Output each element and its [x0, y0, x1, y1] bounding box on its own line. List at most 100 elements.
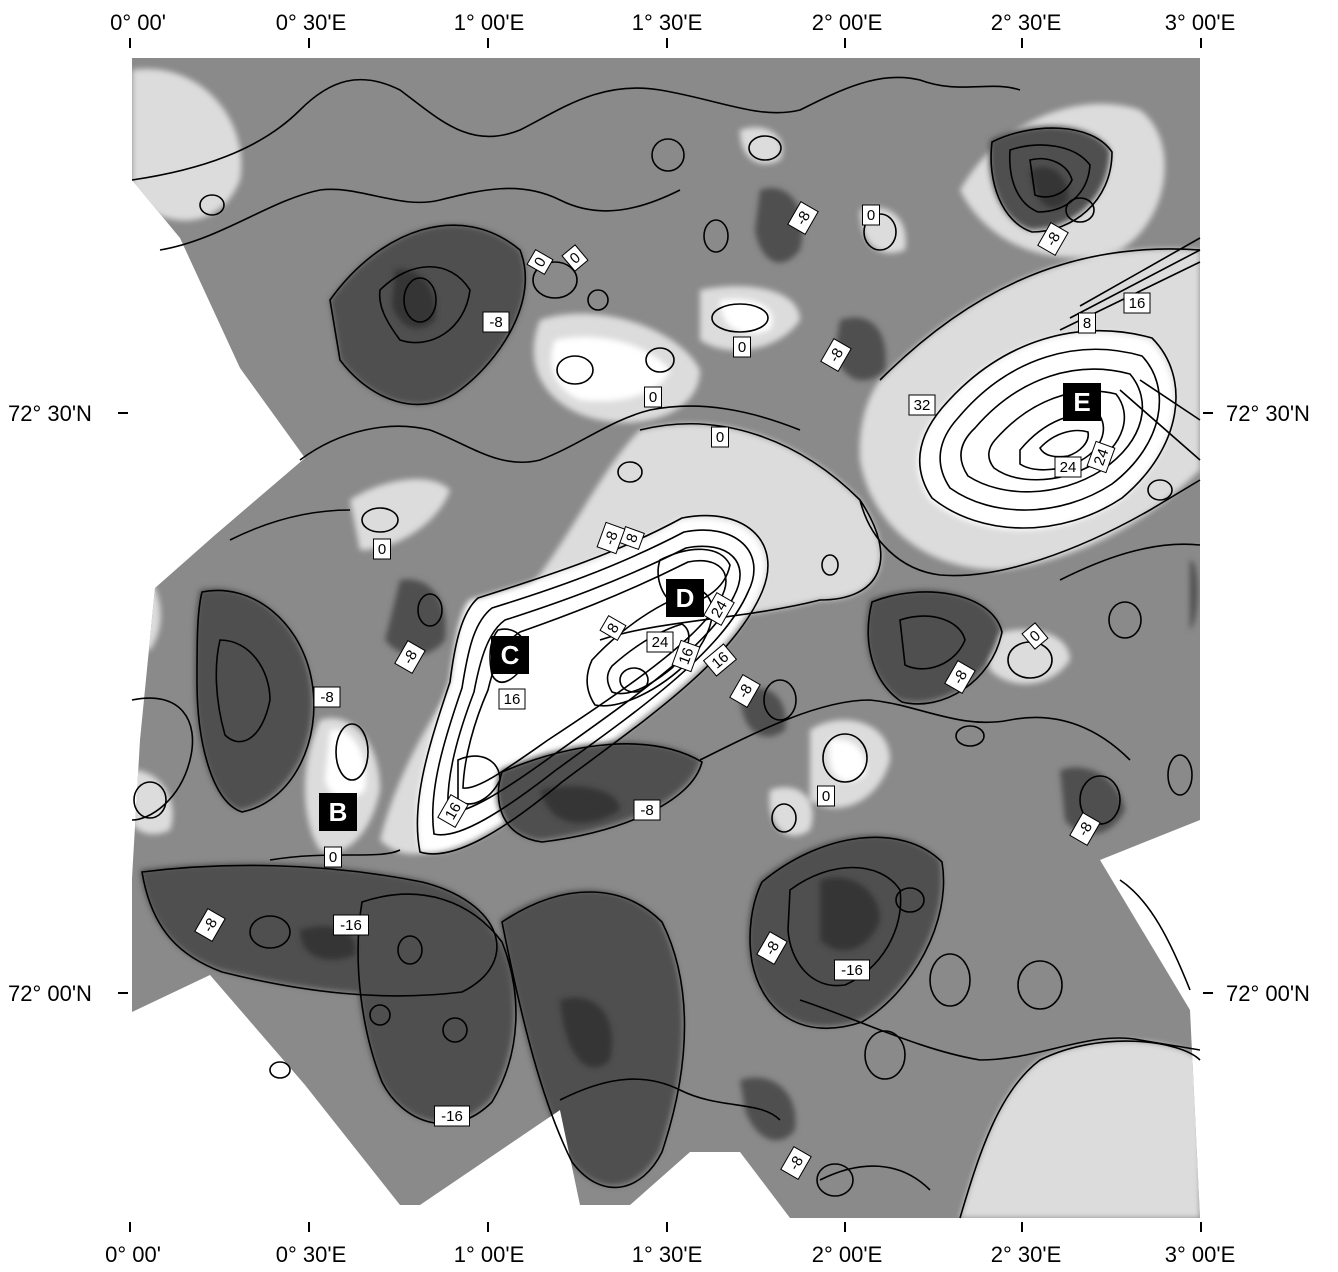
- contour-label-box: [834, 959, 870, 981]
- contour-label-box: [729, 674, 761, 708]
- contour-label: -8: [820, 338, 852, 372]
- contour-label-box: [756, 931, 788, 965]
- contour-label-box: [599, 614, 627, 642]
- contour-label-box: [1021, 622, 1049, 650]
- contour-label-box: [633, 799, 661, 821]
- contour-label-box: [194, 908, 226, 942]
- contour-label: 24: [1054, 456, 1082, 478]
- site-marker-e: E: [1063, 383, 1101, 421]
- contour-label-text: 0: [716, 429, 724, 446]
- site-marker-box: [491, 636, 529, 674]
- contour-label: 16: [1123, 292, 1151, 314]
- site-marker-b: B: [319, 793, 357, 831]
- lon-label: 1° 30'E: [632, 1242, 703, 1267]
- site-marker-box: [666, 579, 704, 617]
- contour-label-box: [646, 631, 674, 653]
- contour-label-box: [711, 426, 729, 448]
- longitude-labels-top: 0° 00' 0° 30'E 1° 00'E 1° 30'E 2° 00'E 2…: [110, 10, 1235, 35]
- contour-label: 0: [711, 426, 729, 448]
- contour-label-text: 0: [738, 339, 746, 356]
- contour-label: -8: [780, 1146, 812, 1180]
- lon-label: 2° 00'E: [812, 1242, 883, 1267]
- lon-label: 1° 30'E: [632, 10, 703, 35]
- contour-label: -8: [482, 311, 510, 333]
- contour-label: -8: [787, 201, 819, 235]
- site-marker-d: D: [666, 579, 704, 617]
- contour-label: -8: [1037, 222, 1069, 256]
- lat-label-left-lower: 72° 00'N: [8, 981, 92, 1006]
- contour-label-text: 0: [329, 849, 337, 866]
- contour-label-text: 24: [708, 598, 731, 621]
- contour-label: 0: [862, 204, 880, 226]
- contour-label-box: [733, 336, 751, 358]
- contour-label-box: [333, 914, 369, 936]
- contour-label-box: [1069, 812, 1101, 846]
- contour-label-box: [1123, 292, 1151, 314]
- contour-label: 24: [1086, 440, 1116, 474]
- contour-label-box: [498, 688, 526, 710]
- contour-label-box: [908, 394, 936, 416]
- contour-label: 32: [908, 394, 936, 416]
- contour-label: 0: [1021, 622, 1049, 650]
- contour-label: 16: [437, 794, 469, 828]
- contour-label-box: [703, 592, 735, 626]
- contour-label-box: [394, 640, 426, 674]
- contour-value-labels: 0 00000000088816161616162424242432-8-8-8-…: [194, 201, 1151, 1180]
- lat-label-right-lower: 72° 00'N: [1226, 981, 1310, 1006]
- contour-label: 16: [671, 639, 701, 673]
- contour-label-box: [1054, 456, 1082, 478]
- contour-label-box: [482, 311, 510, 333]
- lon-label: 3° 00'E: [1165, 10, 1236, 35]
- lon-label: 1° 00'E: [454, 1242, 525, 1267]
- lon-label: 1° 00'E: [454, 10, 525, 35]
- contour-label-box: [820, 338, 852, 372]
- contour-label: 0: [324, 846, 342, 868]
- contour-label-text: -8: [320, 689, 333, 706]
- contour-label: 8: [1078, 312, 1096, 334]
- lon-label: 0° 30'E: [276, 1242, 347, 1267]
- contour-label: 8: [619, 525, 645, 551]
- contour-label: 0: [373, 538, 391, 560]
- site-marker-letter: E: [1073, 387, 1090, 417]
- contour-label-box: [862, 204, 880, 226]
- lat-label-left-upper: 72° 30'N: [8, 401, 92, 426]
- contour-label: -16: [434, 1105, 470, 1127]
- contour-label: 0: [644, 386, 662, 408]
- axis-ticks: [118, 38, 1213, 1232]
- contour-label-text: -16: [441, 1108, 463, 1125]
- site-marker-box: [319, 793, 357, 831]
- contour-label: -8: [756, 931, 788, 965]
- contour-lines: [131, 76, 1201, 1219]
- contour-label-box: [787, 201, 819, 235]
- contour-label: 0: [817, 785, 835, 807]
- contour-label-box: [561, 244, 589, 272]
- contour-label: -8: [1069, 812, 1101, 846]
- contour-label: -16: [834, 959, 870, 981]
- contour-label: -8: [633, 799, 661, 821]
- site-marker-letter: D: [676, 583, 695, 613]
- contour-label-box: [437, 794, 469, 828]
- contour-label-box: [596, 521, 626, 555]
- contour-label-box: [526, 248, 554, 276]
- contour-label: -8: [194, 908, 226, 942]
- contour-label: -16: [333, 914, 369, 936]
- contour-label-text: -16: [841, 962, 863, 979]
- contour-label: -8: [394, 640, 426, 674]
- contour-label: -8: [729, 674, 761, 708]
- contour-label-box: [644, 386, 662, 408]
- contour-label: -8: [313, 686, 341, 708]
- contour-label-text: 32: [914, 397, 931, 414]
- site-marker-box: [1063, 383, 1101, 421]
- site-marker-letter: B: [329, 797, 348, 827]
- lon-label: 2° 30'E: [991, 10, 1062, 35]
- lon-label: 0° 00': [105, 1242, 161, 1267]
- contour-label-box: [817, 785, 835, 807]
- contour-label-text: -8: [640, 802, 653, 819]
- contour-label: 8: [599, 614, 627, 642]
- lon-label: 2° 30'E: [991, 1242, 1062, 1267]
- contour-label-box: [313, 686, 341, 708]
- contour-label-box: [324, 846, 342, 868]
- site-marker-c: C: [491, 636, 529, 674]
- lon-label: 3° 00'E: [1165, 1242, 1236, 1267]
- contour-label-text: -8: [601, 529, 622, 547]
